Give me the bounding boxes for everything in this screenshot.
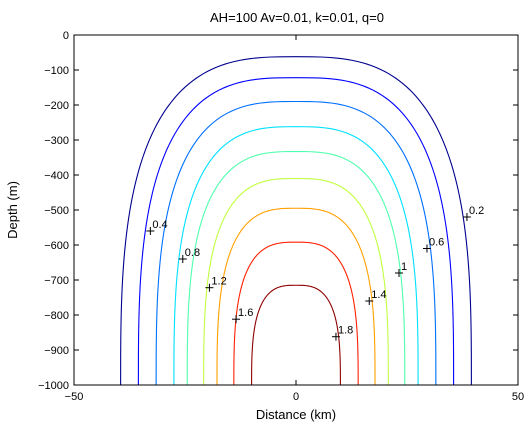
y-tick-label: −800 — [44, 310, 69, 322]
contour-label: 0.6 — [429, 237, 444, 249]
y-tick-label: −900 — [44, 345, 69, 357]
y-tick-label: −300 — [44, 135, 69, 147]
chart-title: AH=100 Av=0.01, k=0.01, q=0 — [210, 10, 384, 25]
contour-label: 0.2 — [469, 205, 484, 217]
contour-lines — [120, 56, 472, 386]
y-tick-label: −200 — [44, 100, 69, 112]
y-tick-label: −500 — [44, 205, 69, 217]
y-tick-label: 0 — [63, 30, 69, 42]
contour-level-1-6 — [233, 241, 359, 386]
contour-level-0-8 — [173, 126, 419, 386]
y-tick-label: −1000 — [38, 380, 69, 392]
y-tick-label: −400 — [44, 170, 69, 182]
contour-level-1-8 — [251, 284, 341, 386]
contour-level-0-6 — [155, 100, 437, 386]
contour-label: 0.8 — [185, 247, 200, 259]
contour-label: 1.2 — [211, 276, 226, 288]
contour-level-0-2 — [120, 56, 472, 386]
contour-label: 0.4 — [152, 219, 167, 231]
y-tick-label: −700 — [44, 275, 69, 287]
x-tick-label: 50 — [512, 391, 524, 403]
y-tick-label: −100 — [44, 65, 69, 77]
x-axis: −50 0 50 — [65, 35, 524, 403]
y-tick-label: −600 — [44, 240, 69, 252]
contour-label: 1.6 — [238, 307, 253, 319]
contour-markers: 0.2 0.4 0.6 0.8 1 1.2 1.4 1.6 1.8 — [146, 205, 484, 341]
plot-area — [74, 35, 518, 385]
contour-level-1-4 — [216, 207, 376, 386]
contour-level-0-4 — [137, 77, 455, 386]
contour-label: 1 — [401, 261, 407, 273]
contour-level-1-2 — [203, 177, 389, 386]
y-axis-label: Depth (m) — [5, 181, 20, 239]
contour-label: 1.8 — [338, 325, 353, 337]
contour-level-1 — [186, 150, 406, 386]
x-tick-label: 0 — [293, 391, 299, 403]
x-tick-label: −50 — [65, 391, 84, 403]
contour-label: 1.4 — [371, 289, 386, 301]
x-axis-label: Distance (km) — [256, 407, 336, 422]
y-axis: 0 −100 −200 −300 −400 −500 −600 −700 −800 −900 −10… — [38, 30, 518, 392]
